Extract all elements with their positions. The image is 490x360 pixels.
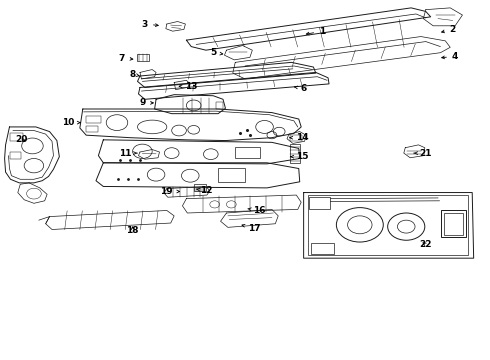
Bar (310, 197, 330, 210)
Text: 7: 7 (119, 54, 133, 63)
Text: 15: 15 (291, 152, 309, 161)
Text: 10: 10 (62, 118, 80, 127)
Bar (86, 116, 101, 123)
Text: 12: 12 (196, 186, 212, 195)
Text: 2: 2 (441, 25, 456, 34)
Bar (441, 211, 466, 237)
Text: 5: 5 (210, 48, 223, 57)
Bar (218, 168, 245, 182)
Bar (137, 54, 149, 61)
Text: 22: 22 (419, 240, 432, 249)
Bar (290, 135, 302, 141)
Text: 19: 19 (161, 187, 179, 196)
Text: 1: 1 (306, 27, 325, 36)
Bar (311, 243, 334, 253)
Bar (216, 102, 223, 109)
Bar (235, 147, 260, 158)
Text: 9: 9 (139, 98, 153, 107)
Text: 21: 21 (414, 149, 432, 158)
Text: 16: 16 (248, 206, 266, 215)
Bar (444, 213, 463, 235)
Text: 18: 18 (126, 226, 139, 235)
Text: 3: 3 (142, 19, 158, 28)
Bar (194, 184, 206, 192)
Bar (86, 126, 98, 132)
Text: 13: 13 (179, 82, 197, 91)
Bar (10, 133, 23, 140)
Text: 8: 8 (129, 70, 139, 79)
Text: 6: 6 (294, 84, 307, 93)
Text: 14: 14 (290, 133, 309, 142)
Text: 11: 11 (119, 149, 137, 158)
Bar (290, 144, 300, 163)
Text: 4: 4 (441, 52, 458, 61)
Text: 20: 20 (15, 135, 27, 144)
Bar (308, 195, 468, 255)
Text: 17: 17 (242, 224, 261, 233)
Bar (10, 152, 21, 159)
